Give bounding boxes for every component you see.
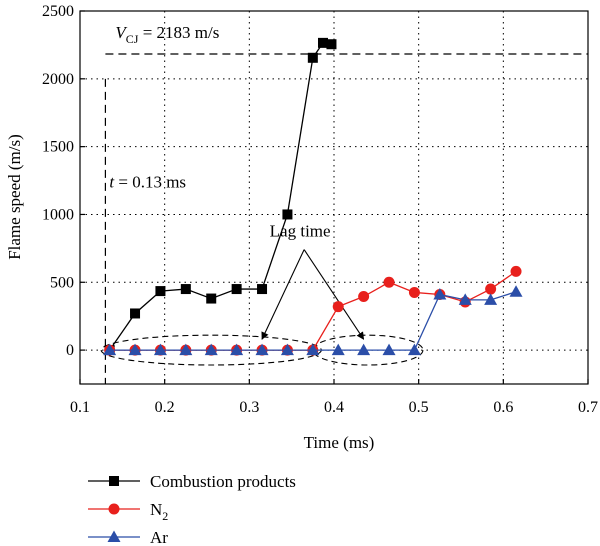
x-tick-label: 0.5 [409,399,429,416]
legend-marker [107,530,121,542]
y-axis-title: Flame speed (m/s) [5,134,24,260]
legend-item-ar: Ar [88,528,168,546]
x-tick-label: 0.7 [578,399,598,416]
reference-lines: VCJ = 2183 m/s t = 0.13 ms [104,23,588,384]
data-point-ar [458,293,472,305]
data-point-combustion-products [206,293,217,304]
lag-time-arrow [261,249,305,340]
y-tick-label: 500 [50,274,74,291]
y-tick-label: 2500 [42,3,74,20]
data-point-n2 [332,301,344,313]
x-axis-title: Time (ms) [304,433,375,452]
data-point-ar [306,343,320,356]
data-point-combustion-products [257,284,268,295]
y-tick-label: 2000 [42,71,74,88]
lag-ellipse [312,334,424,366]
data-point-n2 [383,276,395,288]
data-point-n2 [485,283,497,295]
data-point-n2 [358,291,370,303]
series-group [103,37,523,356]
data-point-combustion-products [180,284,191,295]
y-tick-label: 0 [66,342,74,359]
x-tick-label: 0.6 [493,399,513,416]
series-line-n2 [109,270,517,351]
data-point-combustion-products [317,37,328,48]
data-point-combustion-products [282,209,293,220]
lag-time-arrow [303,249,365,340]
data-point-ar [357,343,371,356]
legend-label: Combustion products [150,472,296,491]
data-point-combustion-products [155,286,166,297]
data-point-ar [204,343,218,356]
vcj-label: VCJ = 2183 m/s [115,23,219,46]
data-point-ar [331,343,345,356]
legend-label: Ar [150,528,168,546]
data-point-combustion-products [231,284,242,295]
data-point-combustion-products [130,308,141,319]
series-line-combustion-products [109,42,332,351]
y-tick-label: 1500 [42,139,74,156]
data-point-combustion-products [326,39,337,50]
data-point-ar [128,343,142,356]
data-point-ar [382,343,396,356]
data-point-ar [280,343,294,356]
series-n2 [104,265,522,356]
y-tick-label: 1000 [42,206,74,223]
data-point-ar [509,285,523,297]
grid [80,11,588,384]
data-point-ar [407,343,421,356]
legend-marker [109,476,119,486]
data-point-ar [153,343,167,356]
data-point-ar [179,343,193,356]
data-point-n2 [408,286,420,298]
x-tick-label: 0.2 [155,399,175,416]
data-point-ar [230,343,244,356]
series-line-ar [109,291,517,351]
legend: Combustion products N2 Ar [88,472,296,546]
data-point-ar [484,293,498,305]
tick-group: 0.1 0.2 0.3 0.4 0.5 0.6 0.7 0 500 1000 1500 2000 250… [42,3,598,416]
series-combustion-products [104,37,337,356]
x-tick-label: 0.3 [239,399,259,416]
data-point-ar [433,287,447,300]
x-tick-label: 0.4 [324,399,344,416]
data-point-combustion-products [307,52,318,63]
legend-item-combustion-products: Combustion products [88,472,296,491]
legend-label: N2 [150,500,168,523]
legend-item-n2: N2 [88,500,168,523]
data-point-ar [255,343,269,356]
data-point-n2 [510,265,522,277]
series-ar [103,285,523,356]
x-tick-label: 0.1 [70,399,90,416]
legend-marker [108,503,120,515]
t-label: t = 0.13 ms [109,172,186,191]
lag-time-label: Lag time [270,222,331,241]
data-point-ar [103,343,117,356]
